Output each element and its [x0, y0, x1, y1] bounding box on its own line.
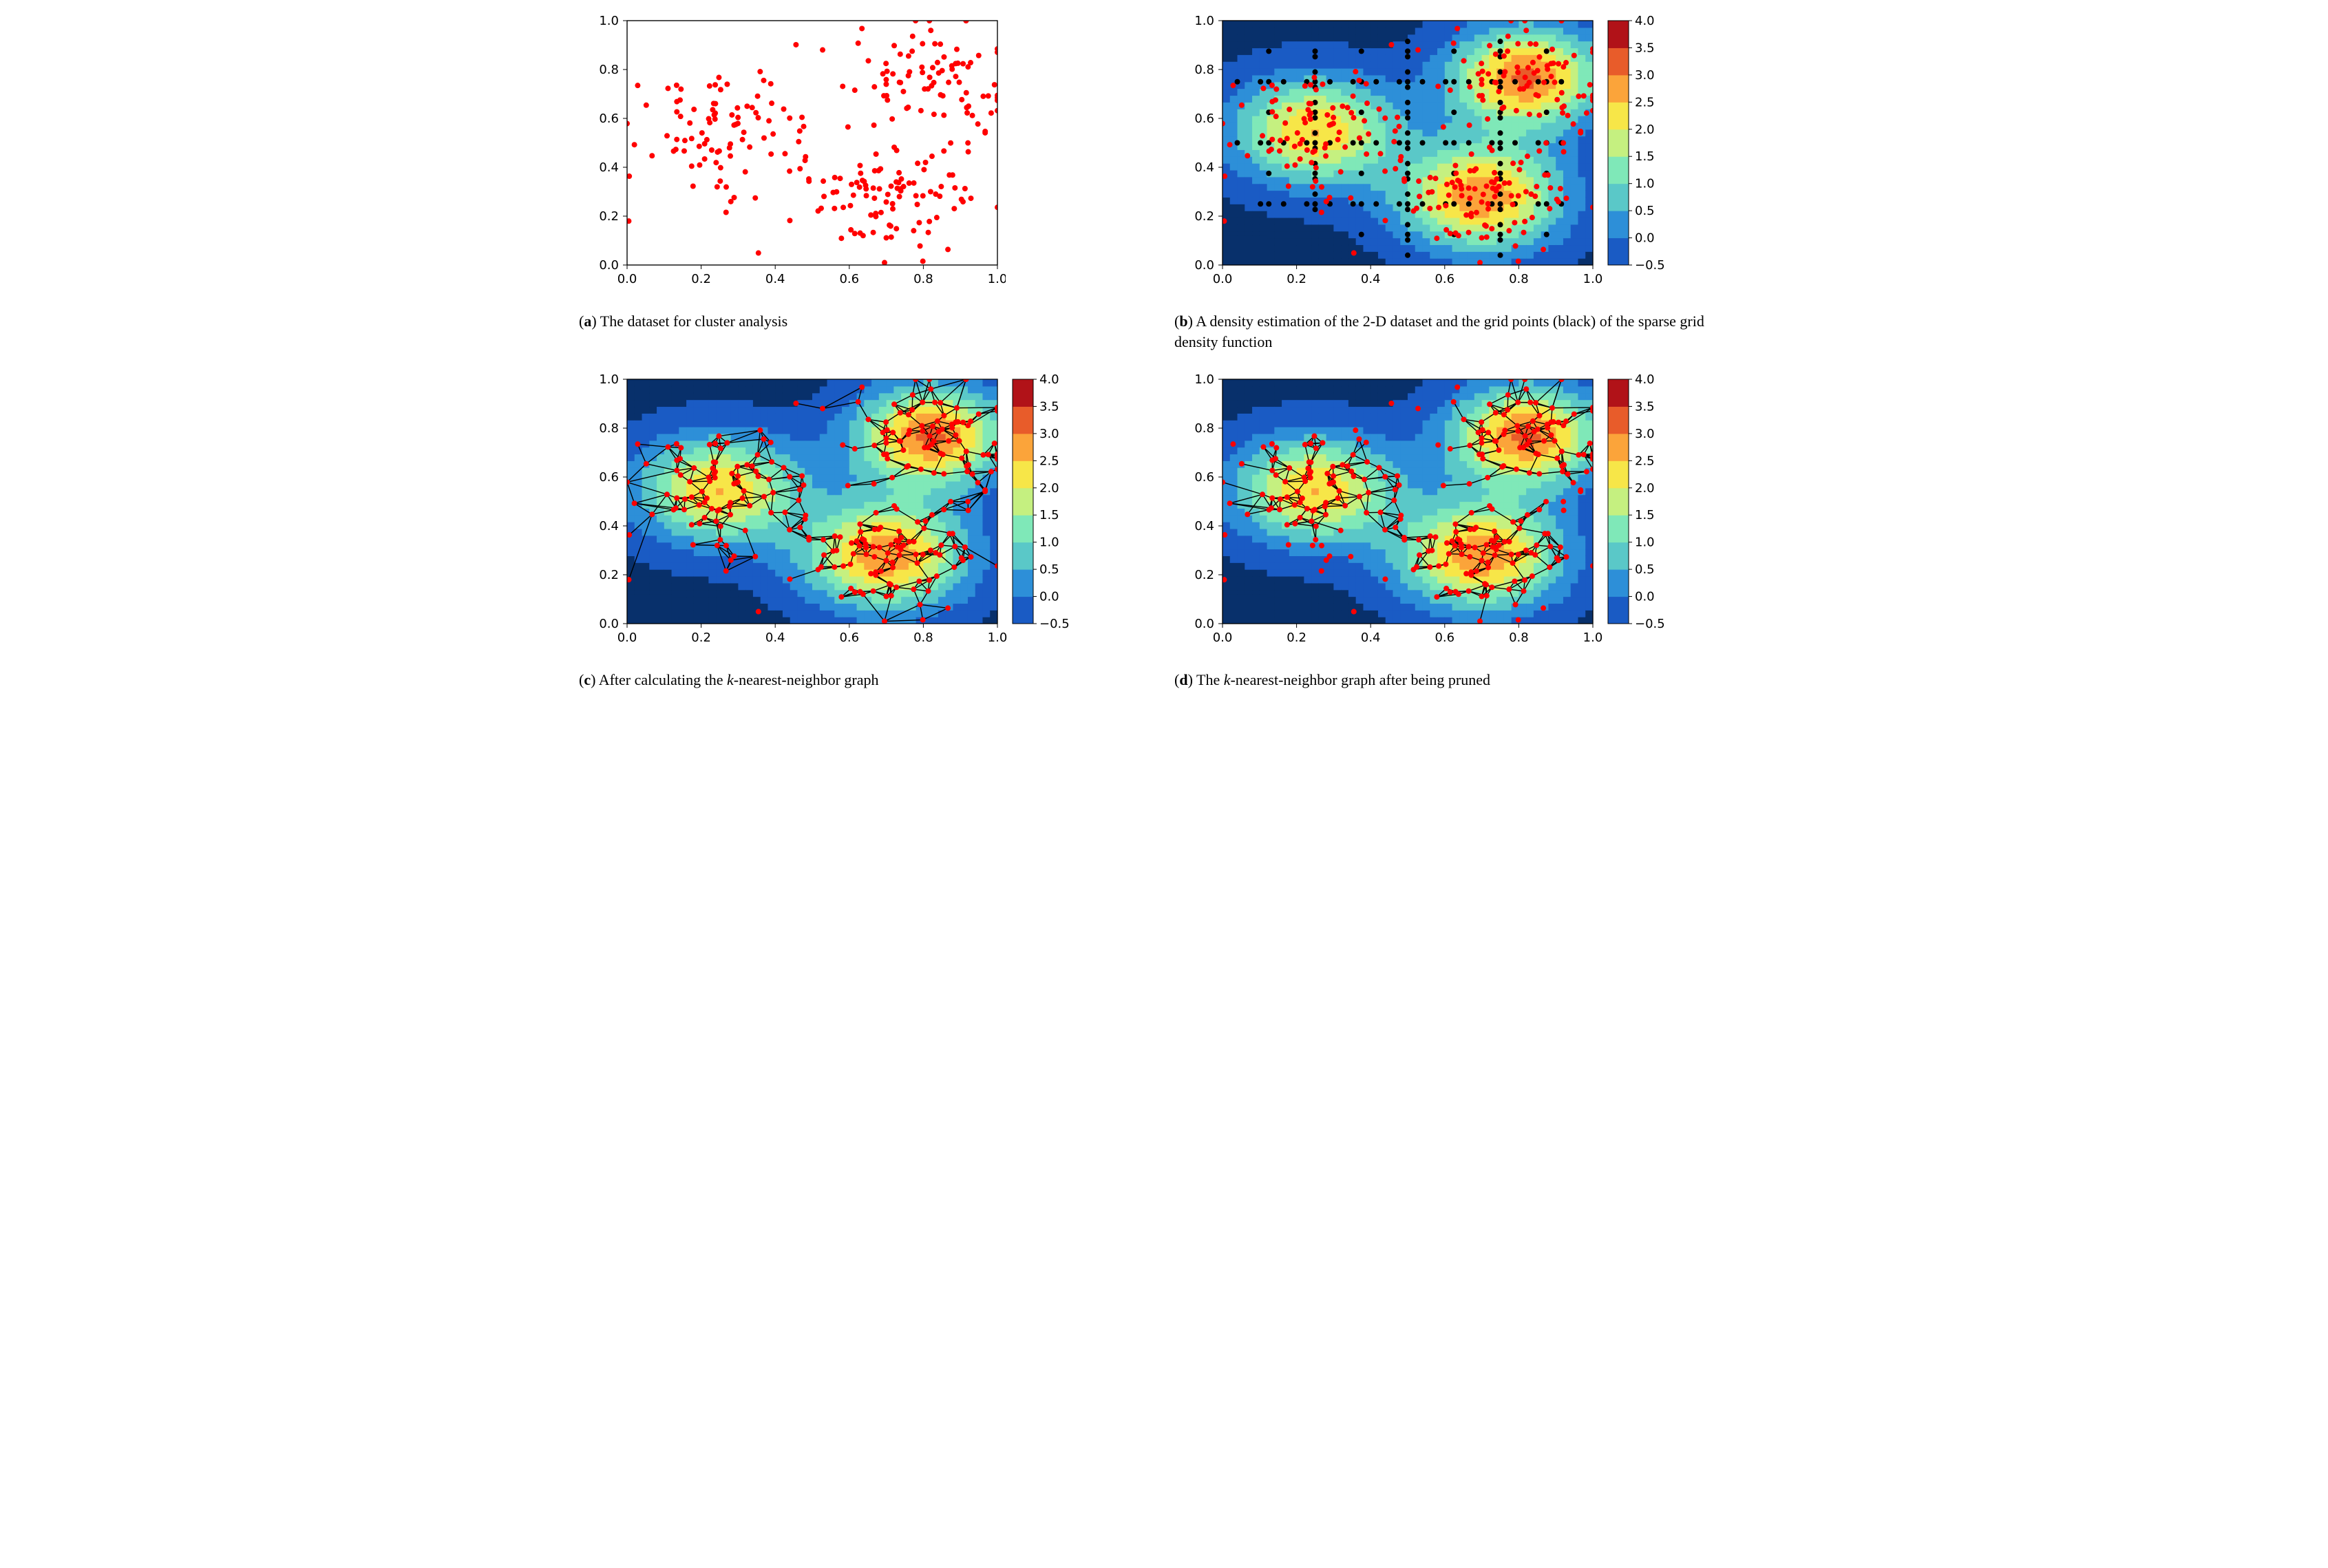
caption-c-letter: c [584, 671, 591, 688]
svg-text:0.4: 0.4 [765, 631, 785, 645]
svg-text:0.5: 0.5 [1635, 204, 1655, 218]
caption-d: (d) The k-nearest-neighbor graph after b… [1174, 670, 1749, 690]
caption-b: (b) A density estimation of the 2-D data… [1174, 311, 1749, 352]
plot-a: 0.0 0.2 0.4 0.6 0.8 1.0 0.0 0.2 0.4 0.6 0.8 1.0 [579, 14, 1006, 303]
svg-text:4.0: 4.0 [1635, 14, 1655, 28]
svg-text:−0.5: −0.5 [1635, 258, 1665, 273]
svg-text:0.2: 0.2 [1194, 209, 1214, 224]
svg-text:0.8: 0.8 [1509, 272, 1529, 286]
svg-text:0.6: 0.6 [839, 272, 859, 286]
svg-text:0.0: 0.0 [617, 631, 637, 645]
svg-text:0.0: 0.0 [617, 272, 637, 286]
svg-text:1.0: 1.0 [1194, 14, 1214, 28]
svg-text:0.2: 0.2 [599, 568, 619, 582]
svg-text:0.4: 0.4 [1361, 272, 1381, 286]
caption-c-ital: k [727, 671, 734, 688]
svg-text:3.5: 3.5 [1635, 41, 1655, 55]
caption-a-letter: a [584, 312, 591, 330]
svg-text:0.6: 0.6 [1194, 112, 1214, 126]
svg-text:0.4: 0.4 [1194, 160, 1214, 175]
svg-text:0.8: 0.8 [913, 272, 933, 286]
svg-text:1.0: 1.0 [599, 14, 619, 28]
svg-text:1.0: 1.0 [599, 372, 619, 387]
svg-text:1.0: 1.0 [1583, 272, 1603, 286]
svg-text:0.6: 0.6 [839, 631, 859, 645]
caption-c-suffix: ) After calculating the [591, 671, 727, 688]
svg-text:0.4: 0.4 [599, 160, 619, 175]
figure-grid: 0.0 0.2 0.4 0.6 0.8 1.0 0.0 0.2 0.4 0.6 0.8 1.0 (a)… [579, 14, 1749, 690]
caption-d-suffix: ) The [1188, 671, 1224, 688]
caption-c-rest: -nearest-neighbor graph [734, 671, 879, 688]
caption-a-text: ) The dataset for cluster analysis [591, 312, 787, 330]
svg-text:0.6: 0.6 [599, 112, 619, 126]
caption-b-text: ) A density estimation of the 2-D datase… [1174, 312, 1704, 350]
panel-b: 0.0 0.2 0.4 0.6 0.8 1.0 0.0 0.2 0.4 0.6 0.8 1.0 −0.5… [1174, 14, 1749, 352]
svg-text:0.0: 0.0 [1194, 258, 1214, 273]
plot-b: 0.0 0.2 0.4 0.6 0.8 1.0 0.0 0.2 0.4 0.6 0.8 1.0 −0.5… [1174, 14, 1670, 303]
svg-text:0.2: 0.2 [1287, 272, 1306, 286]
svg-text:0.2: 0.2 [691, 631, 711, 645]
svg-text:3.0: 3.0 [1635, 68, 1655, 83]
svg-text:0.2: 0.2 [691, 272, 711, 286]
svg-text:2.5: 2.5 [1635, 95, 1655, 109]
svg-text:0.8: 0.8 [599, 63, 619, 77]
svg-text:1.0: 1.0 [988, 631, 1008, 645]
svg-text:0.0: 0.0 [599, 258, 619, 273]
caption-a: (a) The dataset for cluster analysis [579, 311, 1154, 332]
svg-text:0.0: 0.0 [1635, 231, 1655, 246]
panel-a: 0.0 0.2 0.4 0.6 0.8 1.0 0.0 0.2 0.4 0.6 0.8 1.0 (a)… [579, 14, 1154, 352]
svg-text:0.0: 0.0 [1213, 272, 1233, 286]
svg-text:1.0: 1.0 [988, 272, 1006, 286]
svg-text:2.0: 2.0 [1635, 123, 1655, 137]
svg-text:0.8: 0.8 [913, 631, 933, 645]
svg-text:0.6: 0.6 [599, 470, 619, 485]
caption-b-letter: b [1179, 312, 1187, 330]
svg-text:0.2: 0.2 [599, 209, 619, 224]
caption-c: (c) After calculating the k-nearest-neig… [579, 670, 1154, 690]
plot-d: 0.00.20.40.60.81.00.00.20.40.60.81.0−0.5… [1174, 372, 1670, 661]
svg-text:0.8: 0.8 [1194, 63, 1214, 77]
svg-text:0.0: 0.0 [599, 617, 619, 631]
svg-text:0.4: 0.4 [765, 272, 785, 286]
caption-d-letter: d [1179, 671, 1187, 688]
panel-c: 0.00.20.40.60.81.00.00.20.40.60.81.0−0.5… [579, 372, 1154, 690]
svg-text:1.0: 1.0 [1635, 177, 1655, 191]
svg-text:0.8: 0.8 [599, 421, 619, 436]
plot-c: 0.00.20.40.60.81.00.00.20.40.60.81.0−0.5… [579, 372, 1075, 661]
caption-d-rest: -nearest-neighbor graph after being prun… [1230, 671, 1490, 688]
panel-d: 0.00.20.40.60.81.00.00.20.40.60.81.0−0.5… [1174, 372, 1749, 690]
svg-text:0.6: 0.6 [1435, 272, 1454, 286]
svg-text:1.5: 1.5 [1635, 149, 1655, 164]
svg-text:0.4: 0.4 [599, 519, 619, 533]
